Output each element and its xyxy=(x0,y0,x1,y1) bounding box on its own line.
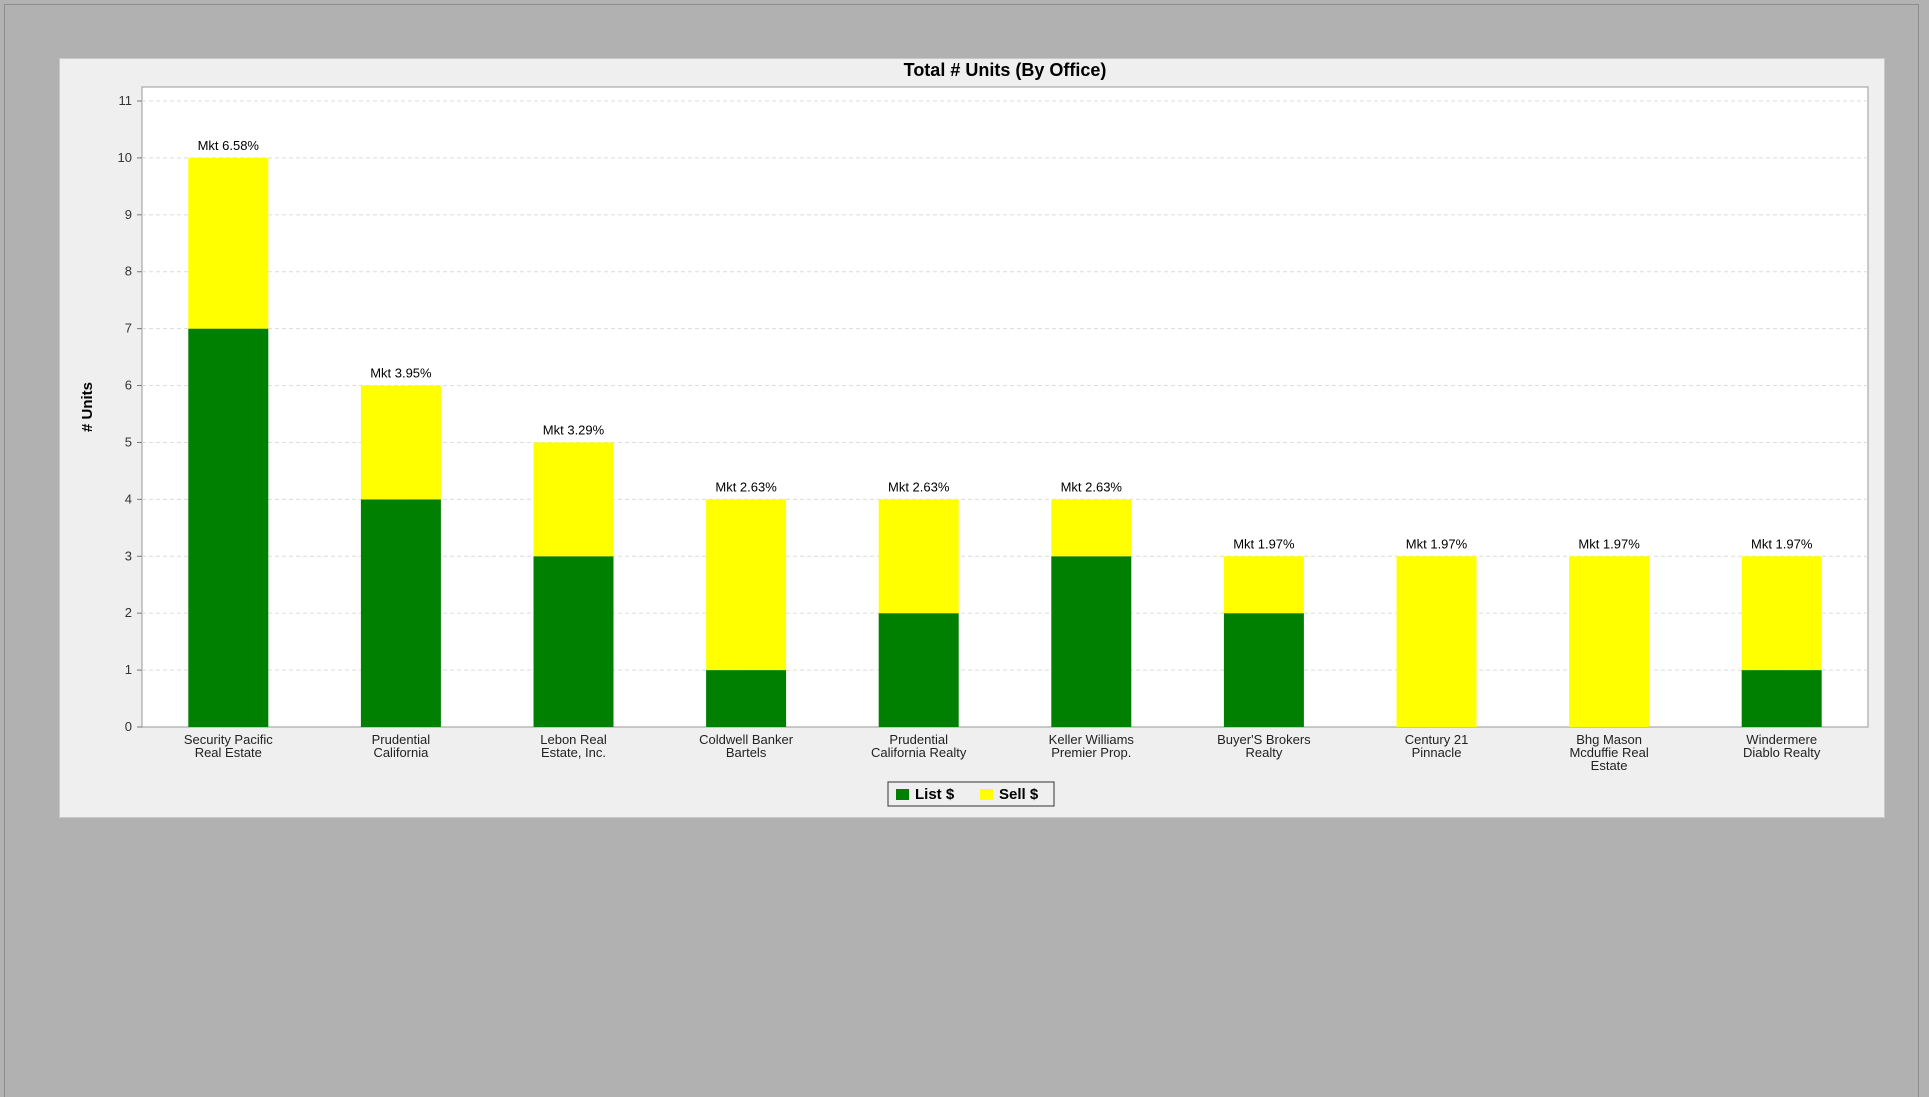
y-tick-label: 7 xyxy=(125,321,132,336)
bar-sell xyxy=(706,499,787,671)
bar-list xyxy=(1051,556,1132,727)
bar-sell xyxy=(1741,556,1822,671)
bar-data-label: Mkt 3.95% xyxy=(370,366,432,381)
bar-sell xyxy=(1569,556,1650,727)
y-axis-label: # Units xyxy=(79,382,96,432)
x-category-label: Keller Williams Premier Prop. xyxy=(1049,732,1135,760)
bar-data-label: Mkt 2.63% xyxy=(1061,479,1123,494)
bar-list xyxy=(706,670,787,727)
bar-data-label: Mkt 1.97% xyxy=(1578,536,1640,551)
x-category-label: Coldwell Banker Bartels xyxy=(699,732,794,760)
bar-list xyxy=(188,328,269,727)
x-category-label: Security Pacific Real Estate xyxy=(184,732,273,760)
bar-data-label: Mkt 1.97% xyxy=(1406,536,1468,551)
bar-list xyxy=(878,613,959,727)
x-category-label: Bhg Mason Mcduffie Real Estate xyxy=(1569,732,1648,773)
bar-sell xyxy=(1223,556,1304,614)
x-category-label: Windermere Diablo Realty xyxy=(1743,732,1821,760)
bar-sell xyxy=(878,499,959,614)
y-tick-label: 8 xyxy=(125,264,132,279)
x-category-label: Century 21 Pinnacle xyxy=(1405,732,1469,760)
x-category-label: Buyer'S Brokers Realty xyxy=(1217,732,1311,760)
bar-data-label: Mkt 2.63% xyxy=(888,479,950,494)
y-tick-label: 1 xyxy=(125,662,132,677)
x-category-label: Prudential California Realty xyxy=(871,732,967,760)
legend-swatch-list xyxy=(896,789,909,800)
y-tick-label: 11 xyxy=(119,93,133,108)
bar-data-label: Mkt 1.97% xyxy=(1751,536,1813,551)
bar-list xyxy=(1741,670,1822,727)
y-tick-label: 0 xyxy=(125,719,132,734)
legend-box xyxy=(887,781,1055,807)
bar-list xyxy=(533,556,614,727)
bar-sell xyxy=(533,442,614,557)
y-tick-label: 4 xyxy=(125,491,132,506)
bar-list xyxy=(360,499,441,727)
y-tick-label: 6 xyxy=(125,378,132,393)
y-tick-label: 5 xyxy=(125,434,132,449)
bar-data-label: Mkt 6.58% xyxy=(198,138,260,153)
x-category-label: Lebon Real Estate, Inc. xyxy=(540,732,607,760)
bar-sell xyxy=(360,385,441,500)
legend-label: List $ xyxy=(915,786,955,803)
bar-sell xyxy=(1396,556,1477,727)
bar-chart: 0 1 2 3 4 5 6 7 8 9 10 11 Mkt 6.58% Mkt 3.95% Mkt 3.2… xyxy=(79,60,1869,807)
bar-data-label: Mkt 2.63% xyxy=(715,479,777,494)
chart-panel: 0 1 2 3 4 5 6 7 8 9 10 11 Mkt 6.58% Mkt 3.95% Mkt 3.2… xyxy=(59,58,1885,818)
bar-sell xyxy=(1051,499,1132,557)
legend-swatch-sell xyxy=(980,789,993,800)
bar-data-label: Mkt 1.97% xyxy=(1233,536,1295,551)
y-tick-label: 9 xyxy=(125,207,132,222)
y-tick-label: 10 xyxy=(118,150,132,165)
bar-data-label: Mkt 3.29% xyxy=(543,422,605,437)
bar-sell xyxy=(188,157,269,329)
y-tick-label: 2 xyxy=(125,605,132,620)
bar-list xyxy=(1223,613,1304,727)
y-tick-label: 3 xyxy=(125,548,132,563)
legend-label: Sell $ xyxy=(999,786,1039,803)
window-frame: 0 1 2 3 4 5 6 7 8 9 10 11 Mkt 6.58% Mkt 3.95% Mkt 3.2… xyxy=(4,4,1919,1097)
chart-title: Total # Units (By Office) xyxy=(904,60,1107,80)
x-category-label: Prudential California xyxy=(372,732,431,760)
